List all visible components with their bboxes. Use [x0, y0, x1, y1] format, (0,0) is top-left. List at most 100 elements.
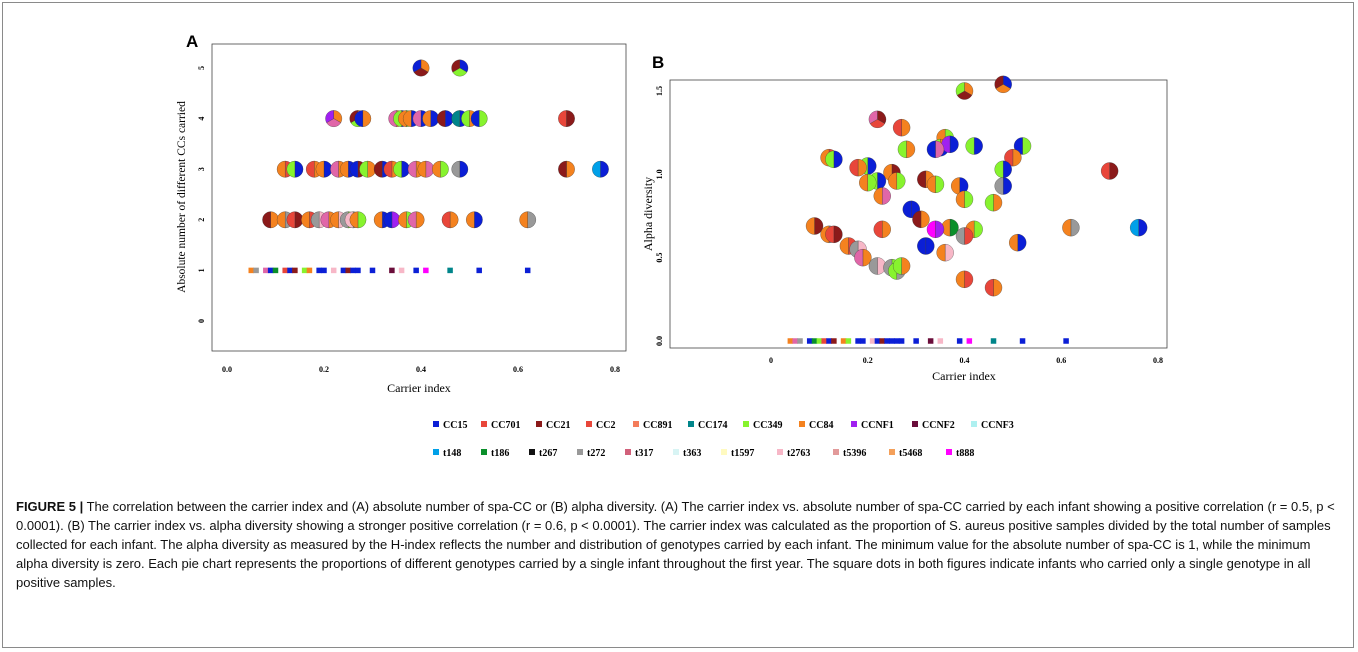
genotype-pie [912, 210, 930, 228]
pie-slice [600, 160, 609, 178]
genotype-pie [436, 110, 454, 127]
genotype-pie [412, 59, 430, 77]
single-genotype-square [826, 338, 832, 344]
pie-slice [868, 110, 878, 124]
pie-slice [398, 211, 407, 229]
single-genotype-square [884, 338, 890, 344]
legend-swatch [889, 449, 895, 455]
legend-label: CCNF1 [861, 420, 894, 431]
genotype-pie [984, 279, 1003, 297]
genotype-pie [951, 177, 969, 195]
figure-svg: A B Carrier index Absolute number of dif… [176, 32, 1168, 459]
legend-item: CC701 [481, 420, 520, 431]
genotype-pie [592, 160, 609, 178]
legend-swatch [851, 421, 857, 427]
pie-slice [920, 210, 930, 228]
panel-a-y-axis-title: Absolute number of different CCs carried [176, 101, 188, 293]
genotype-pie [849, 159, 867, 177]
legend-item: t317 [625, 448, 653, 459]
panel-a-x-ticks: 0.0 0.2 0.4 0.6 0.8 [222, 365, 620, 374]
pie-slice [412, 110, 422, 127]
single-genotype-square [321, 267, 327, 274]
pie-slice [882, 220, 891, 238]
pie-slice [407, 211, 417, 229]
single-genotype-square [398, 267, 405, 274]
figure-label: FIGURE 5 | [16, 499, 84, 514]
single-genotype-square [894, 338, 900, 344]
legend-label: CCNF2 [922, 420, 955, 431]
pie-slice [833, 150, 843, 168]
pie-slice [276, 211, 286, 229]
y-tick-label: 0.5 [655, 253, 664, 263]
legend-label: t1597 [731, 448, 754, 459]
pie-slice [917, 237, 926, 255]
pie-slice [1062, 219, 1072, 237]
genotype-pie [873, 220, 891, 238]
pie-slice [362, 110, 372, 127]
x-tick-label: 0.8 [1153, 356, 1163, 365]
genotype-pie [349, 211, 367, 229]
legend-swatch [971, 421, 977, 427]
pie-slice [470, 110, 480, 127]
pie-slice [964, 270, 974, 288]
pie-slice [974, 137, 983, 155]
pie-slice [867, 174, 877, 192]
pie-slice [315, 160, 325, 178]
single-genotype-square [966, 338, 973, 344]
single-genotype-square [272, 267, 279, 274]
genotype-pie [926, 220, 945, 238]
x-tick-label: 0.0 [222, 365, 232, 374]
y-tick-label: 5 [197, 66, 206, 70]
single-genotype-square [524, 267, 531, 274]
legend-label: t5396 [843, 448, 866, 459]
single-genotype-square [816, 338, 823, 344]
single-genotype-square [267, 267, 274, 274]
legend-item: t272 [577, 448, 605, 459]
pie-slice [1017, 234, 1027, 252]
pie-slice [449, 211, 459, 229]
pie-slice [993, 194, 1003, 212]
caption-text: The correlation between the carrier inde… [16, 499, 1335, 590]
single-genotype-square [306, 267, 313, 274]
genotype-pie [897, 140, 916, 158]
pie-slice [893, 119, 902, 137]
genotype-pie [325, 110, 343, 127]
figure-caption: FIGURE 5 | The correlation between the c… [16, 497, 1344, 592]
single-genotype-square [282, 267, 288, 274]
genotype-pie [825, 225, 843, 243]
genotype-pie [984, 194, 1003, 212]
legend-swatch [577, 449, 583, 455]
legend-label: t317 [635, 448, 653, 459]
pie-slice [262, 211, 271, 229]
single-genotype-square [840, 338, 847, 344]
legend-label: CC174 [698, 420, 727, 431]
genotype-pie [286, 160, 304, 178]
legend-label: CC891 [643, 420, 672, 431]
pie-slice [994, 177, 1004, 195]
legend-item: CC2 [586, 420, 615, 431]
genotype-pie [354, 110, 372, 127]
genotype-pie [432, 160, 449, 178]
pie-slice [897, 140, 907, 158]
pie-slice [432, 160, 441, 178]
legend-label: t267 [539, 448, 557, 459]
pie-slice [357, 211, 367, 229]
pie-slice [935, 220, 945, 238]
pie-slice [294, 160, 304, 178]
single-genotype-square [990, 338, 997, 344]
pie-slice [993, 279, 1003, 297]
genotype-pie [466, 211, 483, 229]
pie-slice [310, 211, 320, 229]
y-tick-label: 1.5 [655, 86, 664, 96]
legend-swatch [625, 449, 631, 455]
pie-slice [1009, 234, 1018, 252]
single-genotype-square [927, 338, 934, 344]
pie-slice [403, 110, 412, 127]
pie-slice [926, 140, 936, 158]
pie-slice [867, 157, 877, 175]
pie-slice [839, 237, 849, 255]
y-tick-label: 3 [197, 167, 206, 171]
genotype-pie [451, 59, 469, 77]
legend-item: CCNF3 [971, 420, 1014, 431]
y-tick-label: 1 [197, 268, 206, 272]
